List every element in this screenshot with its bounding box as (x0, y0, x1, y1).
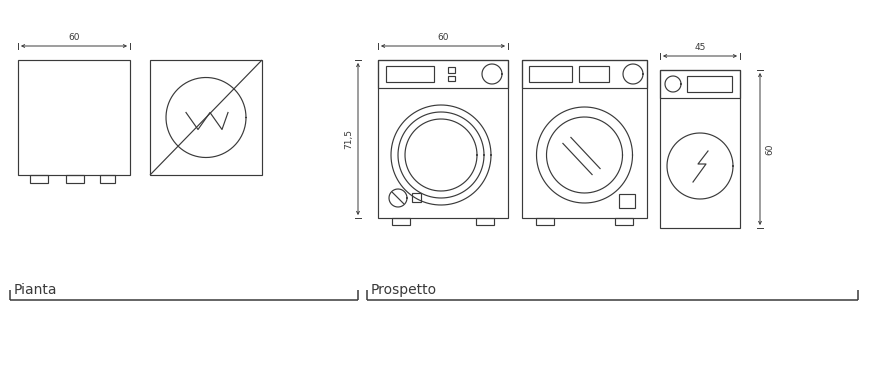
Bar (614, 218, 633, 225)
Bar (687, 76, 731, 92)
Bar (521, 60, 647, 218)
Bar (660, 70, 740, 98)
Bar (535, 218, 554, 225)
Bar (579, 66, 608, 82)
Bar (377, 60, 507, 88)
Bar (660, 70, 740, 228)
Bar (149, 60, 262, 175)
Bar (618, 194, 634, 208)
Text: Prospetto: Prospetto (370, 283, 436, 297)
Text: 60: 60 (68, 33, 80, 42)
Bar (475, 218, 494, 225)
Text: 71,5: 71,5 (343, 129, 353, 149)
Bar (412, 193, 421, 202)
Bar (528, 66, 571, 82)
Bar (448, 76, 454, 81)
Bar (30, 175, 48, 183)
Bar (377, 60, 507, 218)
Text: 45: 45 (693, 43, 705, 52)
Bar (100, 175, 115, 183)
Bar (521, 60, 647, 88)
Text: Pianta: Pianta (14, 283, 57, 297)
Text: 60: 60 (764, 143, 773, 155)
Bar (66, 175, 84, 183)
Text: 60: 60 (437, 33, 448, 42)
Bar (18, 60, 129, 175)
Bar (392, 218, 409, 225)
Bar (448, 67, 454, 73)
Bar (386, 66, 434, 82)
